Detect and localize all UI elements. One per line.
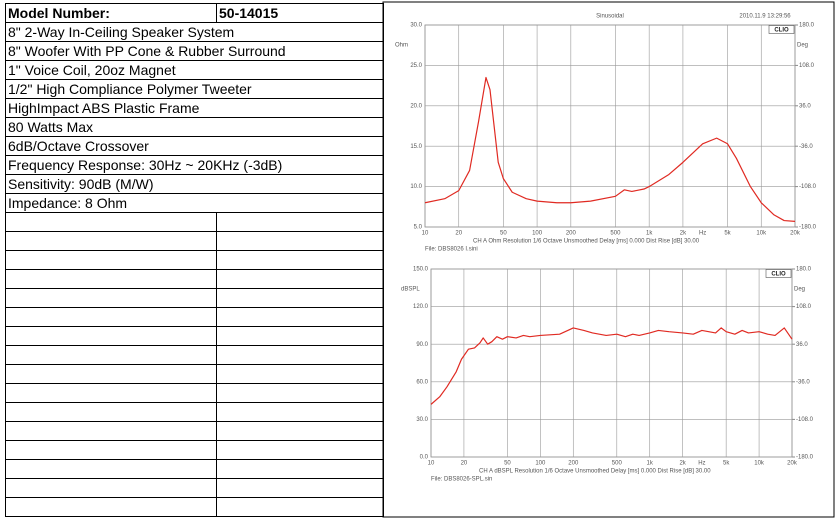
data-line [424,76,796,222]
x-tick-label: 10 [428,461,435,467]
x-tick-label: 20k [790,231,801,237]
x-tick-label: 20 [455,231,462,237]
spec-table: Model Number: 50-14015 8" 2-Way In-Ceiling… [5,3,384,517]
y2-tick-label: -180.0 [799,225,817,231]
y-tick-label: 10.0 [410,184,422,190]
x-tick-label: 200 [568,461,579,467]
y-tick-label: 5.0 [414,225,423,231]
empty-row [5,212,384,232]
y-tick-label: 0.0 [420,455,429,461]
y-tick-label: 150.0 [413,267,429,273]
logo: CLIO [771,272,786,278]
table-row: 1" Voice Coil, 20oz Magnet [5,60,384,80]
x-tick-label: 50 [504,461,511,467]
empty-row [5,497,384,517]
y-tick-label: 60.0 [416,379,428,385]
x-unit: Hz [698,461,705,467]
x-tick-label: 5k [724,231,731,237]
logo: CLIO [774,28,789,34]
y-tick-label: 25.0 [410,63,422,69]
table-cell: Frequency Response: 30Hz ~ 20KHz (-3dB) [5,155,384,175]
y2-axis-label: Deg [797,43,808,49]
table-cell: 1" Voice Coil, 20oz Magnet [5,60,384,80]
empty-row [5,364,384,384]
x-tick-label: 10k [756,231,767,237]
x-tick-label: 2k [680,231,687,237]
y-tick-label: 30.0 [410,23,422,29]
x-unit: Hz [699,231,706,237]
y-axis-label: Ohm [395,43,408,49]
top-label: Sinusoidal [596,14,624,20]
empty-row [5,345,384,365]
y-axis-label: dBSPL [401,287,420,293]
x-tick-label: 1k [646,231,653,237]
x-tick-label: 10k [754,461,765,467]
empty-row [5,421,384,441]
table-row: Frequency Response: 30Hz ~ 20KHz (-3dB) [5,155,384,175]
y2-tick-label: -36.0 [799,144,813,150]
y2-tick-label: -108.0 [799,184,817,190]
footer: CH A Ohm Resolution 1/6 Octave Unsmoothe… [473,239,700,245]
logo-box [765,269,792,278]
x-tick-label: 20 [461,461,468,467]
y2-axis-label: Deg [794,287,805,293]
x-tick-label: 200 [566,231,577,237]
y2-tick-label: 180.0 [799,23,815,29]
y2-tick-label: 36.0 [799,103,811,109]
file-label: File: DBS8026-SPL.sin [431,477,492,483]
x-tick-label: 100 [535,461,546,467]
y2-tick-label: 108.0 [799,63,815,69]
y-tick-label: 90.0 [416,342,428,348]
file-label: File: DBS8026 I.sini [425,247,478,253]
y2-tick-label: -108.0 [796,417,814,423]
empty-row [5,250,384,270]
x-tick-label: 100 [532,231,543,237]
x-tick-label: 2k [679,461,686,467]
y-tick-label: 20.0 [410,103,422,109]
y2-tick-label: -36.0 [796,379,810,385]
panel-border [382,1,835,518]
x-tick-label: 5k [723,461,730,467]
empty-row [5,269,384,289]
x-tick-label: 50 [500,231,507,237]
empty-row [5,326,384,346]
empty-row [5,440,384,460]
y2-tick-label: -180.0 [796,455,814,461]
y2-tick-label: 180.0 [796,267,812,273]
plot-area [424,24,796,228]
logo-box [768,25,795,34]
y2-tick-label: 108.0 [796,304,812,310]
y2-tick-label: 36.0 [796,342,808,348]
x-tick-label: 10 [422,231,429,237]
footer: CH A dBSPL Resolution 1/6 Octave Unsmoot… [479,469,711,475]
data-line [430,327,793,405]
y-tick-label: 30.0 [416,417,428,423]
y-tick-label: 120.0 [413,304,429,310]
x-tick-label: 20k [787,461,798,467]
x-tick-label: 1k [647,461,654,467]
x-tick-label: 500 [612,461,623,467]
plot-area [430,268,793,458]
y-tick-label: 15.0 [410,144,422,150]
top-label: 2010.11.9 13:29:56 [739,14,791,20]
empty-row [5,231,384,251]
x-tick-label: 500 [610,231,621,237]
